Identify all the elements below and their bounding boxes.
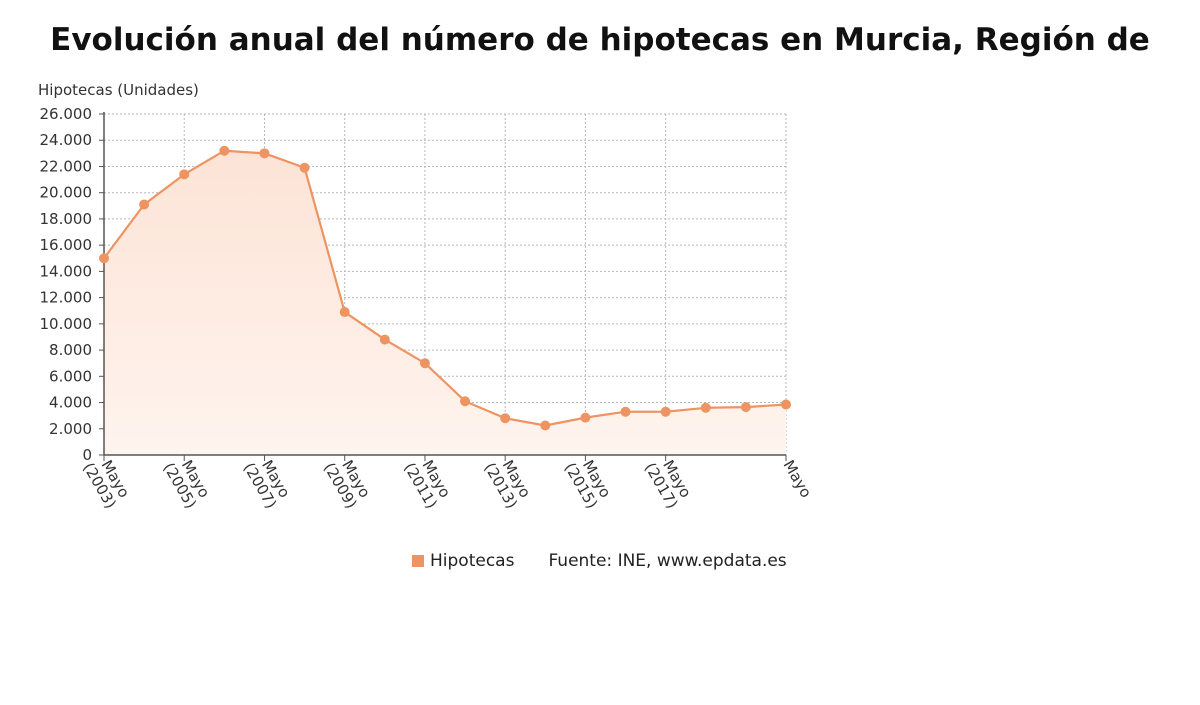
x-tick-label: Mayo [780, 457, 816, 501]
data-point [740, 402, 751, 413]
y-axis-label: Hipotecas (Unidades) [38, 81, 199, 99]
x-tick-label: Mayo(2007) [240, 451, 295, 512]
y-tick-label: 0 [82, 446, 92, 464]
data-point [419, 358, 430, 369]
y-tick-label: 22.000 [40, 157, 93, 175]
y-tick-label: 16.000 [40, 236, 93, 254]
x-tick-label: Mayo(2015) [561, 451, 616, 512]
data-point [99, 253, 109, 264]
data-point [339, 307, 350, 318]
x-tick-label: Mayo(2017) [641, 451, 696, 512]
source-note: Fuente: INE, www.epdata.es [548, 551, 787, 571]
x-tick-label: Mayo(2005) [160, 451, 215, 512]
x-tick-label: Mayo(2011) [400, 451, 455, 512]
y-tick-label: 8.000 [49, 341, 92, 359]
data-point [700, 402, 711, 413]
data-point [500, 413, 511, 424]
x-tick-label: Mayo(2013) [480, 451, 535, 512]
y-tick-label: 26.000 [40, 105, 93, 123]
y-tick-label: 10.000 [40, 315, 93, 333]
y-tick-label: 2.000 [49, 420, 92, 438]
legend-series-label: Hipotecas [430, 551, 515, 571]
legend-swatch [412, 555, 424, 567]
y-tick-label: 24.000 [40, 131, 93, 149]
data-point [259, 148, 270, 159]
data-point [460, 396, 471, 407]
y-tick-label: 12.000 [40, 289, 93, 307]
data-point [139, 199, 150, 210]
data-point [580, 412, 591, 423]
y-tick-label: 20.000 [40, 184, 93, 202]
data-point [179, 169, 190, 180]
y-tick-label: 6.000 [49, 367, 92, 385]
series-area-fill [104, 150, 786, 455]
data-point [620, 406, 631, 417]
data-point [219, 145, 230, 156]
data-point [299, 162, 310, 173]
series-line-hipotecas [103, 149, 787, 427]
legend: Hipotecas Fuente: INE, www.epdata.es [412, 551, 787, 571]
data-point [781, 399, 791, 410]
data-point [379, 334, 390, 345]
x-tick-label: Mayo(2009) [320, 451, 375, 512]
data-point [660, 406, 671, 417]
y-tick-label: 18.000 [40, 210, 93, 228]
data-point [540, 420, 551, 431]
chart-title: Evolución anual del número de hipotecas … [50, 22, 1150, 58]
y-tick-label: 4.000 [49, 394, 92, 412]
y-tick-label: 14.000 [40, 262, 93, 280]
